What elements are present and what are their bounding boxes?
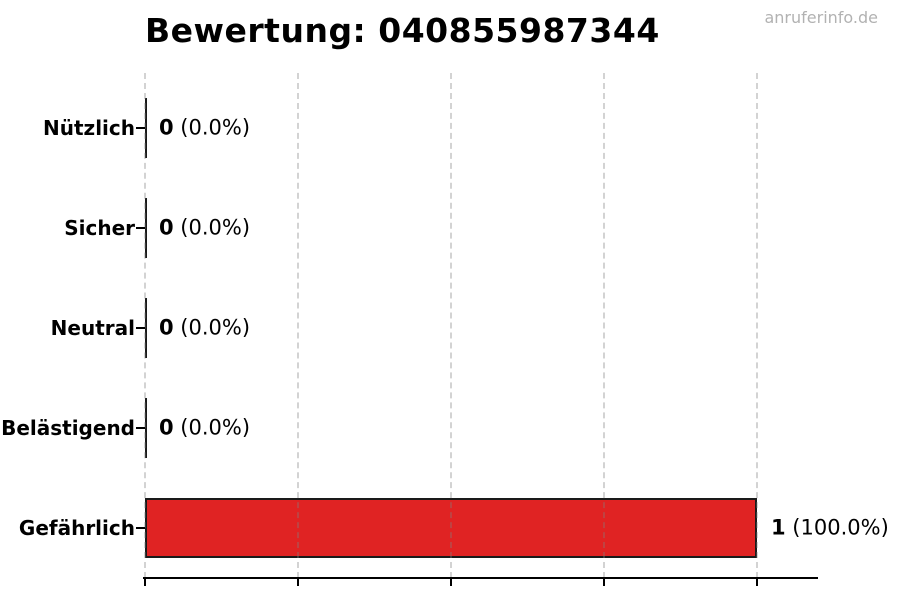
value-count: 0 — [159, 315, 174, 340]
bar-zero — [145, 198, 147, 258]
value-percent: (0.0%) — [173, 315, 251, 340]
value-percent: (100.0%) — [785, 515, 889, 540]
category-label: Belästigend — [1, 416, 135, 440]
category-label: Sicher — [64, 216, 135, 240]
value-percent: (0.0%) — [173, 115, 251, 140]
category-tick — [136, 127, 145, 129]
value-label: 0 (0.0%) — [159, 116, 250, 140]
watermark-text: anruferinfo.de — [764, 8, 878, 27]
bar — [145, 498, 757, 558]
value-count: 0 — [159, 215, 174, 240]
value-count: 0 — [159, 415, 174, 440]
value-count: 1 — [771, 515, 786, 540]
gridline — [756, 73, 758, 578]
value-percent: (0.0%) — [173, 415, 251, 440]
x-axis-tick — [297, 579, 299, 586]
value-count: 0 — [159, 115, 174, 140]
x-axis-tick — [144, 579, 146, 586]
category-tick — [136, 427, 145, 429]
gridline — [603, 73, 605, 578]
x-axis-tick — [603, 579, 605, 586]
category-label: Gefährlich — [18, 516, 135, 540]
value-label: 0 (0.0%) — [159, 216, 250, 240]
category-tick — [136, 327, 145, 329]
x-axis-tick — [450, 579, 452, 586]
bar-zero — [145, 398, 147, 458]
x-axis-line — [143, 577, 818, 579]
bar-zero — [145, 298, 147, 358]
x-axis-tick — [756, 579, 758, 586]
value-label: 0 (0.0%) — [159, 416, 250, 440]
value-label: 0 (0.0%) — [159, 316, 250, 340]
bar-zero — [145, 98, 147, 158]
category-tick — [136, 527, 145, 529]
value-label: 1 (100.0%) — [771, 516, 889, 540]
gridline — [297, 73, 299, 578]
gridline — [144, 73, 146, 578]
chart-title: Bewertung: 040855987344 — [145, 11, 660, 50]
category-label: Neutral — [50, 316, 135, 340]
category-tick — [136, 227, 145, 229]
gridline — [450, 73, 452, 578]
category-label: Nützlich — [43, 116, 135, 140]
value-percent: (0.0%) — [173, 215, 251, 240]
